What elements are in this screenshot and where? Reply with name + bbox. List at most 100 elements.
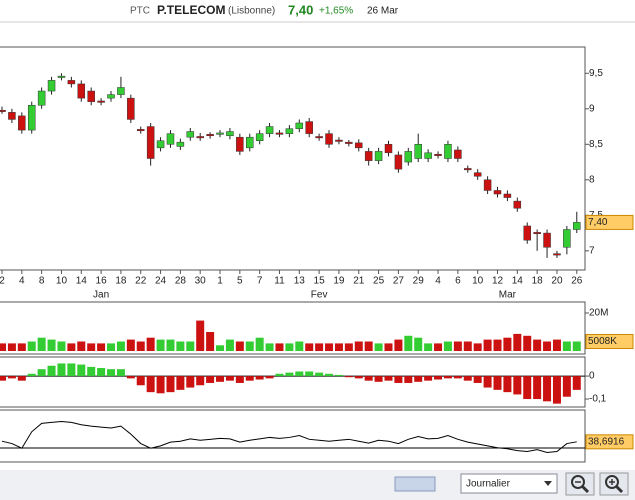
scrollbar[interactable] (394, 476, 436, 492)
volume-bar (463, 341, 472, 351)
candle-body (176, 141, 185, 147)
last-value-label: 5008K (588, 336, 617, 347)
y-tick-label: 9,5 (589, 68, 603, 79)
change: +1,65% (319, 6, 353, 17)
oscillator-bar (206, 376, 215, 383)
candle-body (454, 149, 462, 159)
oscillator-bar (325, 373, 334, 377)
volume-bar (523, 335, 532, 351)
oscillator-bar (453, 376, 462, 379)
candle-body (0, 109, 6, 112)
volume-bar (97, 343, 106, 351)
candle-body (493, 190, 502, 195)
volume-bar (57, 341, 66, 351)
candle-body (464, 168, 472, 171)
oscillator-bar (265, 376, 274, 379)
oscillator-bar (67, 363, 76, 377)
oscillator-bar (562, 376, 571, 397)
x-tick-label: 18 (115, 276, 127, 287)
volume-bar (533, 339, 542, 351)
candle-body (543, 232, 551, 248)
oscillator-bar (126, 376, 135, 379)
oscillator-bar (473, 376, 482, 383)
month-label: Jan (93, 290, 109, 301)
candle-body (8, 112, 16, 120)
candle-body (97, 100, 105, 103)
volume-bar (543, 341, 552, 351)
volume-bar (146, 337, 155, 351)
volume-bar (186, 341, 195, 351)
x-tick-label: 5 (237, 276, 243, 287)
volume-bar (434, 343, 443, 351)
oscillator-bar (295, 371, 304, 377)
candle-body (434, 153, 442, 156)
x-tick-label: 4 (19, 276, 25, 287)
volume-bar (37, 337, 46, 351)
candle-body (473, 172, 482, 177)
oscillator-bar (255, 376, 264, 380)
last-value-label: 38,6916 (588, 436, 625, 447)
candle-body (513, 200, 522, 209)
oscillator-bar (523, 376, 532, 400)
oscillator-bar (27, 373, 36, 377)
oscillator-bar (503, 376, 512, 393)
oscillator-bar (7, 376, 16, 379)
oscillator-bar (493, 376, 502, 390)
volume-bar (285, 343, 294, 351)
volume-bar (275, 343, 284, 351)
volume-bar (225, 339, 234, 351)
oscillator-bar (235, 376, 244, 383)
candle-body (523, 225, 531, 241)
oscillator-bar (146, 376, 155, 393)
volume-bar (384, 343, 393, 351)
volume-bar (325, 343, 334, 351)
x-tick-label: 24 (155, 276, 167, 287)
candle-body (563, 229, 571, 248)
candle-body (255, 133, 264, 141)
volume-bar (354, 341, 363, 351)
candle-body (374, 151, 383, 161)
candle-body (136, 129, 145, 132)
oscillator-bar (384, 376, 393, 381)
candle-body (355, 142, 363, 149)
period-label: Journalier (466, 479, 511, 490)
volume-bar (166, 339, 175, 351)
oscillator-bar (196, 376, 205, 386)
candle-body (77, 83, 86, 99)
oscillator-bar (334, 374, 343, 377)
period-select[interactable] (460, 473, 558, 494)
candle-body (246, 136, 254, 149)
oscillator-bar (186, 376, 195, 388)
oscillator-bar (315, 372, 324, 377)
volume-bar (453, 341, 462, 351)
candle-body (196, 136, 204, 139)
volume-bar (503, 337, 512, 351)
last-value-box (585, 333, 634, 349)
zoom-in[interactable] (599, 472, 629, 496)
volume-bar (216, 345, 225, 351)
price-panel (0, 46, 586, 271)
volume-bar (414, 337, 423, 351)
candle-body (315, 136, 323, 139)
candle-body (236, 136, 244, 152)
volume-bar (562, 341, 571, 351)
candle-body (275, 132, 284, 135)
zoom-out[interactable] (565, 472, 595, 496)
candle-body (444, 144, 452, 159)
candle-body (265, 126, 274, 134)
oscillator-bar (37, 369, 46, 377)
candle-body (325, 133, 333, 145)
oscillator-bar (404, 376, 413, 383)
candle-body (186, 131, 195, 138)
volume-bar (295, 341, 304, 351)
candle-body (295, 122, 304, 129)
candle-body (146, 126, 155, 159)
x-tick-label: 4 (435, 276, 441, 287)
x-tick-label: 15 (314, 276, 326, 287)
candle-body (87, 90, 95, 102)
oscillator-bar (285, 372, 294, 377)
x-tick-label: 8 (39, 276, 45, 287)
volume-bar (443, 341, 452, 351)
candle-body (553, 253, 561, 256)
